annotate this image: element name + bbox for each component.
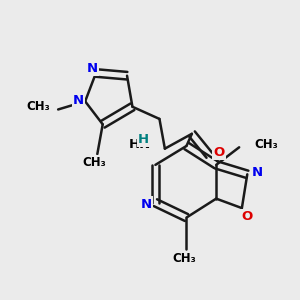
Text: N: N [73,94,84,106]
Text: N: N [252,167,263,179]
Text: O: O [242,210,253,223]
Text: CH₃: CH₃ [172,252,196,265]
Text: CH₃: CH₃ [83,156,106,169]
Text: N: N [140,197,152,211]
Text: CH₃: CH₃ [254,138,278,151]
Text: H: H [138,133,149,146]
Text: CH₃: CH₃ [26,100,50,113]
Text: N: N [86,62,98,75]
Text: HN: HN [129,138,152,151]
Text: O: O [213,146,224,159]
